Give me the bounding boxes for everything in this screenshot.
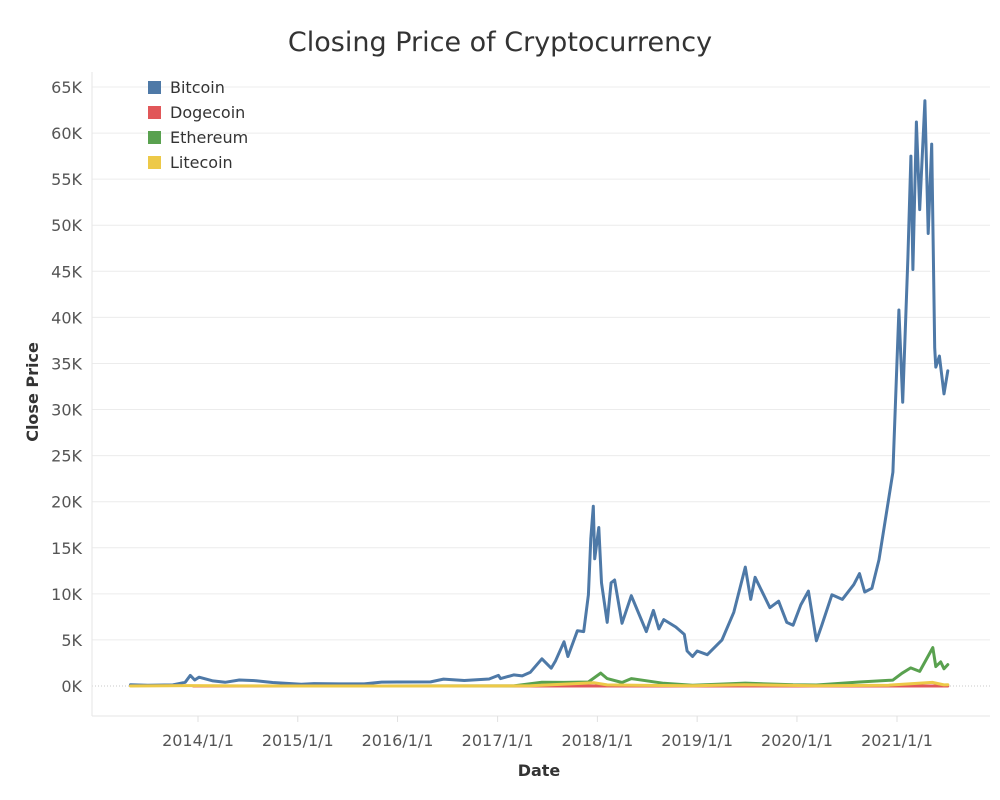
axes: 0K 5K 10K 15K 20K 25K 30K 35K 40K 45K 50K 55K 60K 65K… bbox=[51, 72, 990, 750]
series-line-bitcoin bbox=[129, 99, 950, 687]
x-tick-label: 2017/1/1 bbox=[462, 731, 534, 750]
y-axis-title: Close Price bbox=[23, 342, 42, 442]
legend-swatch-bitcoin[interactable] bbox=[148, 81, 161, 94]
gridlines bbox=[92, 86, 990, 687]
legend-label-ethereum[interactable]: Ethereum bbox=[170, 128, 248, 147]
y-tick-label: 40K bbox=[51, 308, 82, 327]
y-tick-label: 0K bbox=[61, 677, 82, 696]
x-tick-label: 2019/1/1 bbox=[661, 731, 733, 750]
legend[interactable]: Bitcoin Dogecoin Ethereum Litecoin bbox=[148, 78, 248, 172]
legend-swatch-litecoin[interactable] bbox=[148, 156, 161, 169]
series-line-litecoin bbox=[129, 680, 950, 688]
x-tick-label: 2014/1/1 bbox=[162, 731, 234, 750]
series-lines bbox=[129, 99, 950, 688]
y-tick-label: 55K bbox=[51, 170, 82, 189]
legend-label-bitcoin[interactable]: Bitcoin bbox=[170, 78, 225, 97]
series-line-ethereum bbox=[356, 646, 950, 688]
y-tick-label: 20K bbox=[51, 493, 82, 512]
legend-label-dogecoin[interactable]: Dogecoin bbox=[170, 103, 245, 122]
y-tick-label: 35K bbox=[51, 354, 82, 373]
y-tick-label: 45K bbox=[51, 262, 82, 281]
legend-label-litecoin[interactable]: Litecoin bbox=[170, 153, 233, 172]
x-tick-label: 2021/1/1 bbox=[861, 731, 933, 750]
y-tick-label: 15K bbox=[51, 539, 82, 558]
y-tick-label: 25K bbox=[51, 447, 82, 466]
legend-swatch-ethereum[interactable] bbox=[148, 131, 161, 144]
y-tick-label: 30K bbox=[51, 401, 82, 420]
x-tick-label: 2016/1/1 bbox=[362, 731, 434, 750]
x-axis-title: Date bbox=[518, 761, 561, 780]
y-tick-label: 65K bbox=[51, 78, 82, 97]
chart-title: Closing Price of Cryptocurrency bbox=[288, 27, 712, 58]
legend-swatch-dogecoin[interactable] bbox=[148, 106, 161, 119]
y-tick-label: 10K bbox=[51, 585, 82, 604]
y-tick-label: 60K bbox=[51, 124, 82, 143]
x-tick-label: 2018/1/1 bbox=[561, 731, 633, 750]
y-tick-label: 5K bbox=[61, 631, 82, 650]
x-tick-label: 2015/1/1 bbox=[262, 731, 334, 750]
x-tick-label: 2020/1/1 bbox=[761, 731, 833, 750]
y-tick-label: 50K bbox=[51, 216, 82, 235]
